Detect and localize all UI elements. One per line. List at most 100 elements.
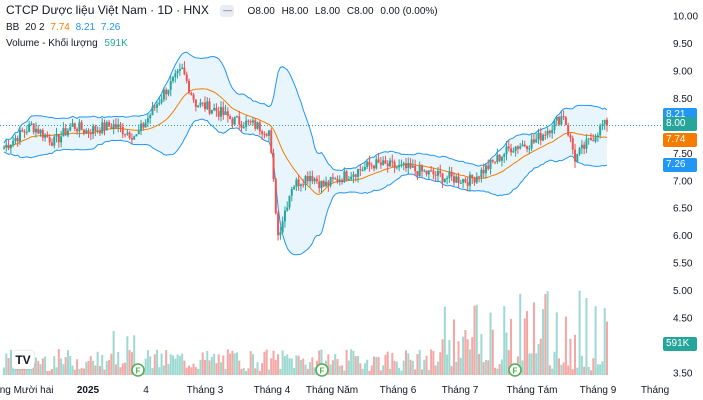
volume-bar	[270, 358, 273, 375]
candle-body	[537, 132, 540, 140]
candle-body	[245, 120, 248, 127]
y-tick-label: 8.50	[673, 94, 693, 105]
candle-body	[71, 123, 74, 127]
candle-body	[596, 135, 599, 138]
candle-body	[194, 99, 197, 107]
volume-bar	[277, 354, 280, 375]
volume-bar	[500, 359, 503, 375]
volume-bar	[601, 361, 604, 375]
volume-bar	[341, 365, 344, 375]
volume-bar	[400, 370, 403, 375]
volume-bar	[599, 364, 602, 375]
candle-body	[578, 148, 581, 155]
volume-bar	[165, 350, 168, 375]
candle-body	[219, 107, 222, 117]
volume-bar	[258, 370, 261, 375]
volume-name: Volume - Khối lượng	[6, 38, 98, 49]
candle-body	[546, 130, 549, 135]
tradingview-logo-icon[interactable]: TV	[12, 351, 34, 369]
y-tick-label: 6.50	[673, 204, 693, 215]
candle-body	[130, 138, 133, 140]
volume-bar	[480, 334, 483, 375]
volume-bar	[450, 366, 453, 375]
candle-body	[69, 126, 72, 131]
candle-body	[167, 89, 170, 95]
volume-bar	[185, 367, 188, 375]
candle-body	[325, 181, 328, 187]
candle-body	[420, 165, 423, 172]
candle-body	[192, 94, 195, 100]
volume-bar	[539, 338, 542, 375]
candle-body	[46, 134, 49, 138]
volume-bar	[530, 353, 533, 375]
visibility-toggle-icon[interactable]	[220, 3, 235, 17]
volume-bar	[149, 356, 152, 375]
symbol-title[interactable]: CTCP Dược liệu Việt Nam · 1D · HNX	[6, 3, 209, 17]
candle-body	[279, 232, 282, 236]
volume-bar	[302, 358, 305, 375]
volume-bar	[254, 368, 257, 375]
y-tick-label: 9.50	[673, 39, 693, 50]
volume-bar	[50, 369, 53, 375]
candle-body	[270, 130, 273, 153]
volume-bar	[587, 367, 590, 375]
candle-body	[496, 154, 499, 163]
volume-bar	[261, 363, 264, 375]
volume-bar	[247, 368, 250, 375]
candle-body	[281, 221, 284, 233]
candle-body	[160, 99, 163, 103]
candle-body	[117, 124, 120, 128]
volume-bar	[249, 351, 252, 375]
candle-body	[391, 160, 394, 162]
volume-bar	[523, 318, 526, 375]
volume-bar	[124, 362, 127, 375]
volume-bar	[361, 368, 364, 375]
volume-bar	[373, 356, 376, 375]
volume-bar	[375, 356, 378, 375]
candle-body	[48, 137, 51, 143]
candle-body	[121, 126, 124, 135]
volume-bar	[507, 350, 510, 375]
candle-body	[603, 119, 606, 125]
candle-body	[309, 175, 312, 182]
volume-bar	[391, 352, 394, 375]
volume-bar	[446, 354, 449, 375]
dividend-marker-label: F	[320, 367, 325, 376]
volume-bar	[14, 368, 17, 375]
candle-body	[66, 130, 69, 136]
bb-legend[interactable]: BB 20 2 7.74 8.21 7.26	[6, 21, 120, 35]
candle-body	[231, 118, 234, 125]
volume-bar	[370, 365, 373, 375]
candle-body	[599, 125, 602, 136]
bb-lower-value: 7.26	[100, 22, 121, 33]
candle-body	[190, 92, 193, 95]
volume-bar	[594, 306, 597, 375]
candle-body	[395, 167, 398, 169]
ohlc-low-value: 8.00	[320, 6, 341, 17]
candle-body	[400, 164, 403, 166]
volume-bar	[174, 358, 177, 375]
volume-legend[interactable]: Volume - Khối lượng 591K	[6, 37, 128, 51]
dividend-marker-icon	[508, 363, 522, 377]
x-tick-label: 4	[143, 385, 149, 396]
candle-body	[92, 126, 95, 135]
candle-body	[516, 146, 519, 149]
candle-body	[368, 161, 371, 166]
volume-bar	[226, 349, 229, 375]
candle-body	[459, 182, 462, 184]
candle-body	[3, 147, 5, 149]
volume-bar	[576, 367, 579, 375]
volume-bar	[329, 364, 332, 375]
x-tick-label: Tháng	[641, 385, 669, 396]
candle-body	[78, 122, 81, 132]
candle-body	[25, 131, 28, 133]
volume-bar	[432, 351, 435, 375]
volume-bar	[503, 306, 506, 375]
candle-body	[197, 105, 200, 107]
volume-bar	[213, 353, 216, 375]
candle-body	[242, 126, 245, 128]
volume-bar	[208, 360, 211, 375]
candle-body	[514, 146, 517, 151]
candle-body	[183, 67, 186, 75]
